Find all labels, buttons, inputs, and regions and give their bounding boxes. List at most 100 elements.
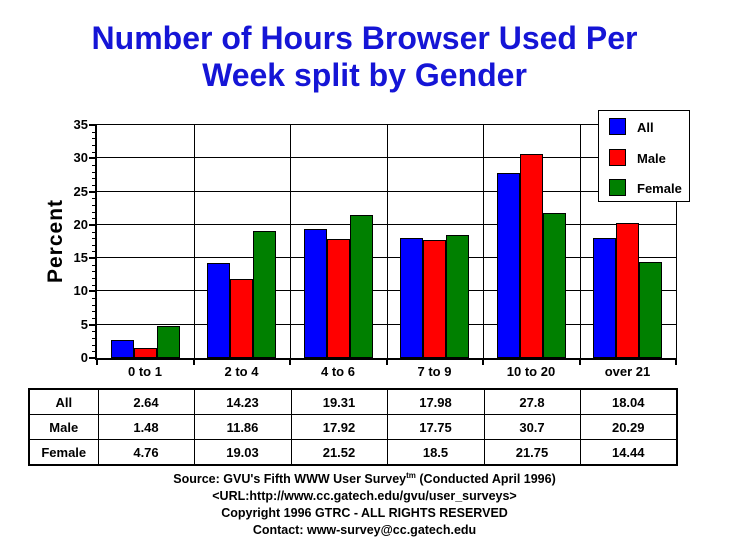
bar-male-10to20 [520,154,543,358]
table-row-female: Female 4.76 19.03 21.52 18.5 21.75 14.44 [28,439,678,466]
x-tick [675,359,677,365]
table-cell: 21.75 [483,439,581,466]
y-tick-label: 10 [73,283,88,298]
table-cell: 17.98 [386,388,485,415]
y-minor-tick [92,245,95,246]
y-minor-tick [92,185,95,186]
y-major-tick [89,124,95,126]
x-tick [289,359,291,365]
x-tick [482,359,484,365]
y-minor-tick [92,132,95,133]
chart-title-line2: Week split by Gender [202,57,527,93]
x-tick [96,359,98,365]
y-axis-label: Percent [44,198,67,284]
y-minor-tick [92,152,95,153]
x-tick [386,359,388,365]
table-row-all: All 2.64 14.23 19.31 17.98 27.8 18.04 [28,388,678,415]
gridline-horizontal [97,290,676,291]
row-header: Male [28,414,99,440]
y-minor-tick [92,165,95,166]
y-minor-tick [92,232,95,233]
x-tick-label: 4 to 6 [321,364,355,379]
footer-copyright-line: Copyright 1996 GTRC - ALL RIGHTS RESERVE… [221,506,508,521]
bar-male-2to4 [230,279,253,358]
y-minor-tick [92,351,95,352]
y-minor-tick [92,251,95,252]
y-minor-tick [92,212,95,213]
bar-female-over21 [639,262,662,358]
y-major-tick [89,324,95,326]
bar-female-4to6 [350,215,373,358]
bar-male-7to9 [423,240,446,358]
y-tick-label: 15 [73,250,88,265]
bar-all-7to9 [400,238,423,358]
legend-swatch-all [609,118,626,135]
legend: All Male Female [598,110,690,202]
x-tick [579,359,581,365]
bar-all-10to20 [497,173,520,358]
y-major-tick [89,191,95,193]
y-tick-label: 20 [73,217,88,232]
table-cell: 2.64 [97,388,195,415]
table-cell: 17.92 [290,414,388,440]
y-minor-tick [92,218,95,219]
y-tick-label: 5 [80,317,88,332]
footer-url-line: <URL:http://www.cc.gatech.edu/gvu/user_s… [212,489,517,504]
y-minor-tick [92,238,95,239]
y-minor-tick [92,345,95,346]
table-cell: 14.23 [193,388,292,415]
y-minor-tick [92,285,95,286]
footer-source-text: Source: GVU's Fifth WWW User Survey [173,472,407,487]
y-minor-tick [92,138,95,139]
y-minor-tick [92,172,95,173]
table-cell: 1.48 [97,414,195,440]
legend-item-female: Female [599,179,689,198]
data-table: All 2.64 14.23 19.31 17.98 27.8 18.04 Ma… [28,388,678,466]
x-tick-label: 2 to 4 [224,364,259,379]
y-minor-tick [92,271,95,272]
y-minor-tick [92,318,95,319]
legend-swatch-female [609,179,626,196]
table-cell: 17.75 [386,414,485,440]
legend-label: Male [637,151,666,166]
legend-swatch-male [609,149,626,166]
y-minor-tick [92,311,95,312]
y-minor-tick [92,338,95,339]
gridline-horizontal [97,257,676,258]
y-tick-label: 30 [73,150,88,165]
y-major-tick [89,357,95,359]
bar-all-4to6 [304,229,327,358]
gridline-horizontal [97,224,676,225]
bar-female-7to9 [446,235,469,358]
table-cell: 20.29 [579,414,678,440]
x-tick-label: 10 to 20 [506,364,556,379]
y-major-tick [89,224,95,226]
footer-contact-line: Contact: www-survey@cc.gatech.edu [252,523,477,538]
table-row-male: Male 1.48 11.86 17.92 17.75 30.7 20.29 [28,414,678,440]
gridline-vertical [580,125,581,358]
table-cell: 19.03 [193,439,292,466]
footer-source-date: (Conducted April 1996) [415,472,556,487]
gridline-horizontal [97,324,676,325]
bar-all-over21 [593,238,616,358]
x-tick-label: 7 to 9 [417,364,452,379]
gridline-vertical [387,125,388,358]
chart-title-line1: Number of Hours Browser Used Per [91,20,638,56]
gridline-horizontal [97,157,676,158]
gridline-vertical [290,125,291,358]
x-tick [193,359,195,365]
table-cell: 4.76 [97,439,195,466]
bar-male-over21 [616,223,639,358]
y-minor-tick [92,298,95,299]
table-cell: 18.04 [579,388,678,415]
legend-item-all: All [599,118,689,137]
legend-label: All [637,120,654,135]
plot-area [95,124,677,360]
table-cell: 27.8 [483,388,581,415]
gridline-horizontal [97,191,676,192]
bar-female-0to1 [157,326,180,358]
y-minor-tick [92,278,95,279]
table-cell: 21.52 [290,439,388,466]
y-minor-tick [92,331,95,332]
